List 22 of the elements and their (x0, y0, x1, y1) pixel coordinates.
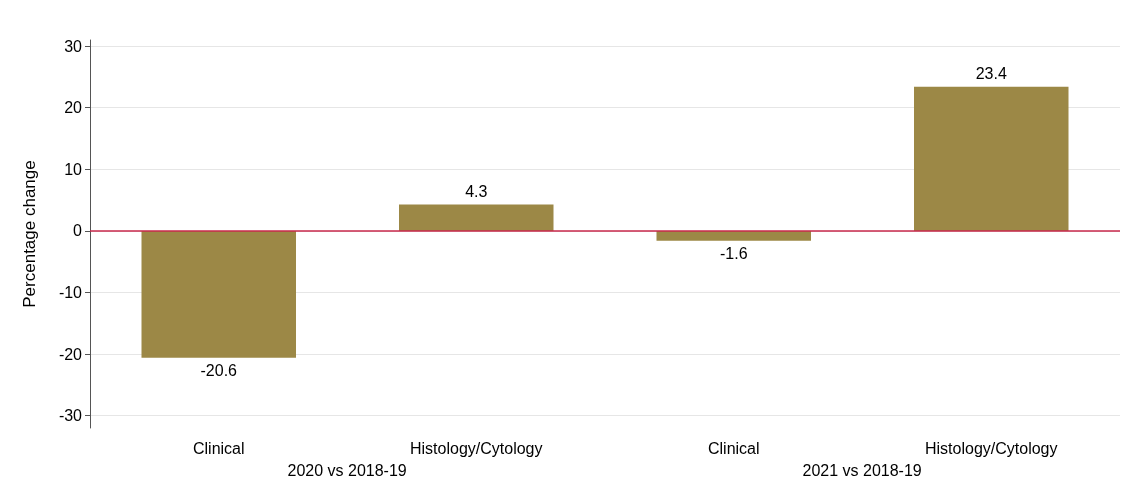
y-tick-label: -20 (58, 345, 83, 363)
x-tick-label: Histology/Cytology (410, 439, 543, 457)
bar (656, 230, 811, 241)
y-tick-label: 10 (64, 160, 83, 178)
y-axis-title: Percentage change (20, 160, 39, 308)
y-tick-label: 20 (64, 99, 83, 117)
y-tick-label: 30 (64, 37, 83, 55)
bar (141, 230, 296, 358)
data-label: -20.6 (200, 362, 238, 380)
y-tick-label: -30 (58, 407, 83, 425)
data-label: -1.6 (719, 245, 748, 263)
y-tick-label: 0 (73, 222, 83, 240)
text: 2020 vs 2018-19 (287, 461, 407, 479)
data-label: 4.3 (465, 182, 488, 200)
text: 2021 vs 2018-19 (802, 461, 922, 479)
bar (914, 86, 1069, 231)
x-tick-label: Clinical (707, 439, 760, 457)
bar (399, 204, 554, 231)
y-tick-label: -10 (58, 284, 83, 302)
x-tick-label: Histology/Cytology (925, 439, 1058, 457)
data-label: 23.4 (975, 65, 1007, 83)
x-tick-label: Clinical (192, 439, 245, 457)
